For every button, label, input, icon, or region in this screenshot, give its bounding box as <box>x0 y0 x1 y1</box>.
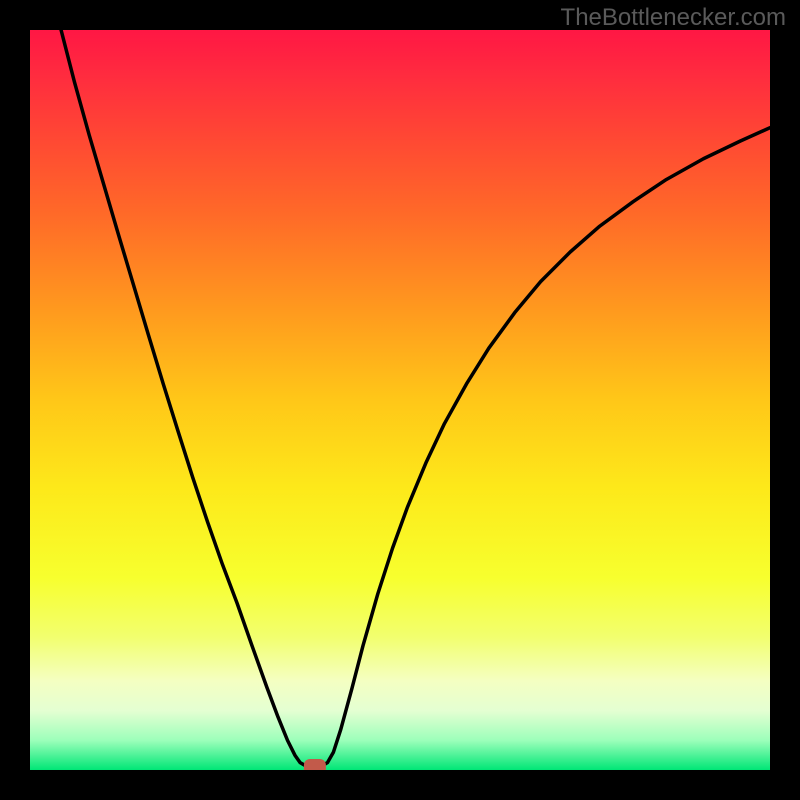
chart-svg <box>0 0 800 800</box>
watermark-text: TheBottlenecker.com <box>561 4 786 32</box>
bottleneck-chart: TheBottlenecker.com <box>0 0 800 800</box>
gradient-background <box>30 30 770 770</box>
